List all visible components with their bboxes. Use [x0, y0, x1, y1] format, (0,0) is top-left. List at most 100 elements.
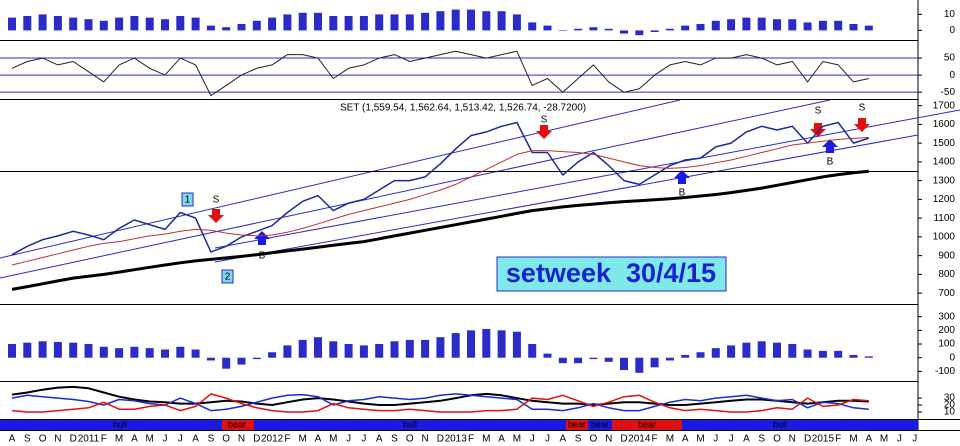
bar [574, 357, 583, 364]
y-tick-label: 1300 [933, 175, 956, 186]
bar [864, 356, 873, 358]
wave-box [221, 269, 234, 284]
x-tick-label: J [346, 434, 351, 445]
bar [206, 25, 215, 31]
y-tick-label: 100 [938, 339, 955, 350]
y-tick-label: 10 [944, 407, 956, 418]
x-tick-label: O [406, 434, 414, 445]
x-tick-label: F [835, 434, 841, 445]
x-tick-label: A [498, 434, 505, 445]
label-box [496, 256, 727, 292]
x-tick-label: M [513, 434, 521, 445]
bar [84, 19, 93, 31]
bar [359, 16, 368, 31]
bar [604, 357, 613, 362]
x-tick-label: M [329, 434, 337, 445]
series-line [11, 169, 869, 291]
x-tick-label: F [468, 434, 474, 445]
bar [329, 16, 338, 31]
signal-label: S [815, 106, 822, 117]
y-tick-label: 1000 [933, 232, 956, 243]
bar [497, 11, 506, 31]
bar [681, 25, 690, 31]
bar [497, 330, 506, 358]
bar [436, 337, 445, 358]
bar [283, 14, 292, 31]
bar [252, 357, 261, 360]
bar [344, 344, 353, 358]
bar [176, 16, 185, 31]
x-tick-label: M [115, 434, 123, 445]
bar [849, 354, 858, 358]
bar [69, 17, 78, 31]
y-tick-label: 10 [944, 9, 956, 20]
bear-segments [222, 420, 682, 430]
x-tick-label: J [530, 434, 535, 445]
bar [849, 24, 858, 31]
x-tick-label: A [131, 434, 138, 445]
x-tick-label: J [361, 434, 366, 445]
band-label: bear [591, 419, 609, 429]
x-tick-label: N [605, 434, 612, 445]
x-tick-label: J [729, 434, 734, 445]
bar [115, 17, 124, 31]
bar [405, 14, 414, 31]
signal-label: S [859, 103, 866, 114]
bar [130, 346, 139, 358]
band-label: bear [638, 419, 656, 429]
x-tick-label: A [559, 434, 566, 445]
y-tick-label: 50 [944, 53, 956, 64]
bar [161, 19, 169, 31]
bar [635, 30, 644, 36]
x-tick-label: D [253, 434, 260, 445]
x-tick-label: 2011 [78, 434, 100, 445]
bar [482, 328, 491, 358]
trend-band [0, 420, 918, 430]
bar [589, 357, 598, 360]
signal-label: S [541, 115, 548, 126]
bar [99, 346, 108, 358]
y-tick-label: 700 [938, 288, 955, 299]
bar [543, 353, 552, 358]
y-tick-label: 800 [938, 269, 955, 280]
x-tick-label: 2014 [628, 434, 651, 445]
bar [130, 16, 139, 31]
bar [635, 357, 644, 373]
x-tick-label: A [315, 434, 322, 445]
bar [23, 342, 32, 358]
bar [375, 14, 384, 31]
bar [818, 350, 827, 358]
bar [314, 337, 322, 358]
bar [329, 341, 338, 358]
bar [482, 11, 491, 31]
bar [421, 12, 430, 31]
y-tick-label: 1500 [933, 138, 956, 149]
wave-label: 1 [185, 195, 191, 206]
bar [8, 17, 16, 31]
bar [237, 24, 246, 31]
x-tick-label: M [482, 434, 490, 445]
band-label: bull [773, 419, 787, 429]
x-tick-label: M [696, 434, 704, 445]
x-tick-label: O [39, 434, 47, 445]
bar [375, 344, 384, 358]
bar [773, 342, 781, 358]
bar [191, 349, 200, 358]
x-tick-label: A [376, 434, 383, 445]
bar [344, 16, 353, 31]
bar [604, 28, 613, 31]
y-tick-label: 1100 [933, 213, 955, 224]
bar [788, 344, 797, 358]
signal-label: S [213, 195, 220, 206]
bar [589, 27, 598, 31]
bar [512, 14, 521, 31]
bar [53, 16, 62, 31]
x-tick-label: A [192, 434, 199, 445]
bar [834, 350, 843, 358]
signal-arrows [208, 118, 870, 245]
x-tick-label: N [789, 434, 796, 445]
bar [314, 12, 322, 31]
bar [206, 357, 215, 361]
label-text: setweek 30/4/15 [506, 258, 716, 288]
